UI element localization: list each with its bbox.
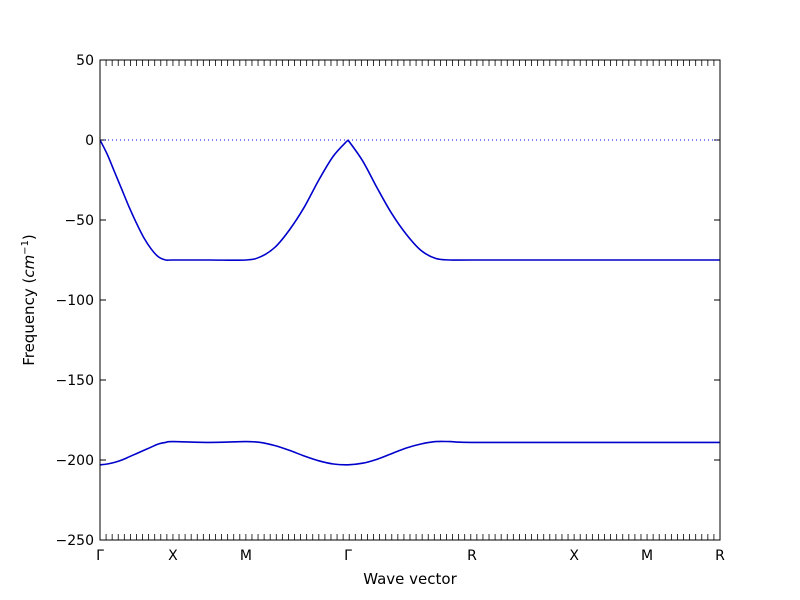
band-line-2 — [99, 440, 720, 466]
y-axis-label: Frequency (cm−1) — [20, 234, 38, 366]
x-tick-label: X — [168, 548, 178, 564]
band-line-1 — [99, 139, 349, 262]
plot-frame — [99, 59, 721, 541]
y-axis-label-close: ) — [20, 234, 38, 240]
y-axis-label-text: Frequency ( — [20, 278, 38, 366]
x-tick-label: Γ — [344, 548, 352, 564]
x-tick-label: R — [467, 548, 477, 564]
y-axis-label-sup: −1 — [20, 240, 31, 255]
ticks-layer — [99, 59, 721, 541]
y-axis-label-math: cm — [20, 255, 38, 278]
y-tick-label: −200 — [56, 453, 94, 469]
y-tick-labels: 50 0 −50 −100 −150 −200 −250 — [56, 53, 94, 549]
y-tick-label: −100 — [56, 293, 94, 309]
y-tick-label: −150 — [56, 373, 94, 389]
y-tick-label: 0 — [85, 133, 94, 149]
x-axis-label: Wave vector — [363, 570, 457, 588]
x-tick-label: Γ — [96, 548, 104, 564]
band-line-1 — [347, 139, 720, 261]
x-tick-label: M — [240, 548, 252, 564]
x-tick-label: R — [715, 548, 725, 564]
x-tick-label: X — [569, 548, 579, 564]
x-tick-label: M — [641, 548, 653, 564]
series-layer — [99, 139, 720, 466]
y-tick-label: 50 — [76, 53, 94, 69]
y-tick-label: −250 — [56, 533, 94, 549]
y-tick-label: −50 — [64, 213, 94, 229]
